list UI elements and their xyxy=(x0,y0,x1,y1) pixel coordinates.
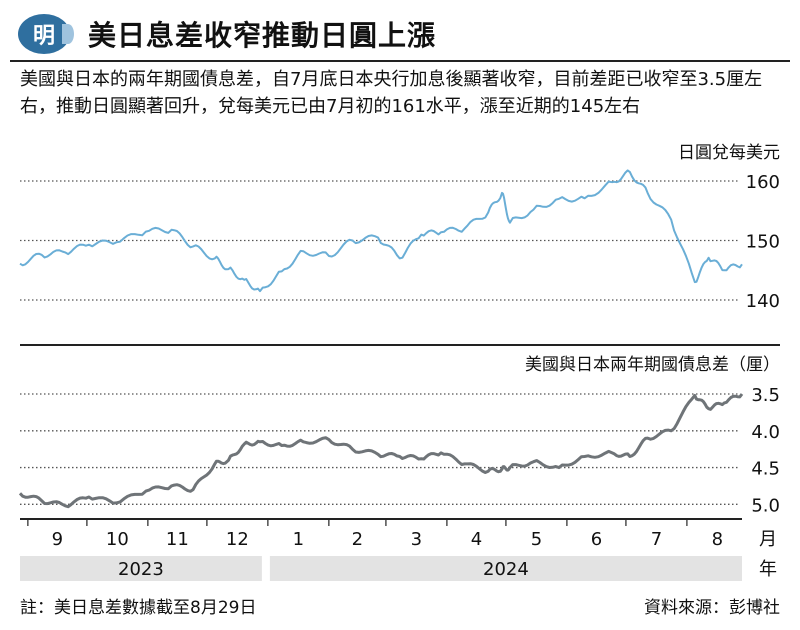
year-band-2024 xyxy=(269,556,742,581)
spread-ytick-label: 4.5 xyxy=(751,459,780,480)
logo-swoosh xyxy=(62,24,74,44)
year-unit-label: 年 xyxy=(759,559,777,580)
month-label: 3 xyxy=(411,529,422,550)
yen-grid: 140 150 160 xyxy=(20,172,780,312)
month-label: 1 xyxy=(293,529,304,550)
title-rule xyxy=(10,60,790,62)
spread-series xyxy=(18,393,744,509)
month-unit-label: 月 xyxy=(759,529,777,550)
month-label: 8 xyxy=(712,529,723,550)
spread-ytick-label: 4.0 xyxy=(751,422,780,443)
spread-ytick-label: 3.5 xyxy=(751,385,780,406)
month-label: 2 xyxy=(352,529,363,550)
month-label: 9 xyxy=(52,529,63,550)
month-label: 12 xyxy=(226,529,249,550)
spread-ytick-label: 5.0 xyxy=(751,495,780,516)
yen-ytick-label: 160 xyxy=(746,172,780,193)
header: 明 美日息差收窄推動日圓上漲 xyxy=(10,10,790,56)
spread-line xyxy=(18,393,744,509)
year-label: 2024 xyxy=(483,559,529,580)
yen-series xyxy=(19,169,743,293)
month-label: 4 xyxy=(471,529,482,550)
month-label: 5 xyxy=(531,529,542,550)
yen-ytick-label: 140 xyxy=(746,291,780,312)
footer-source: 資料來源：彭博社 xyxy=(644,598,780,618)
logo-char: 明 xyxy=(32,23,55,49)
description-text: 美國與日本的兩年期國債息差，自7月底日本央行加息後顯著收窄，目前差距已收窄至3.… xyxy=(20,69,763,117)
page-title: 美日息差收窄推動日圓上漲 xyxy=(88,19,437,52)
spread-chart-title: 美國與日本兩年期國債息差（厘） xyxy=(525,355,780,375)
month-label: 11 xyxy=(166,529,189,550)
yen-line xyxy=(19,169,743,293)
month-label: 6 xyxy=(591,529,602,550)
logo-icon: 明 xyxy=(18,14,70,54)
month-label: 10 xyxy=(106,529,129,550)
yen-chart-title: 日圓兌每美元 xyxy=(678,143,780,163)
year-band-2023 xyxy=(20,556,262,581)
month-label: 7 xyxy=(651,529,662,550)
footer-note: 註：美日息差數據截至8月29日 xyxy=(20,598,257,618)
year-label: 2023 xyxy=(118,559,164,580)
spread-grid: 5.0 4.5 4.0 3.5 xyxy=(20,385,780,516)
yen-ytick-label: 150 xyxy=(746,232,780,253)
